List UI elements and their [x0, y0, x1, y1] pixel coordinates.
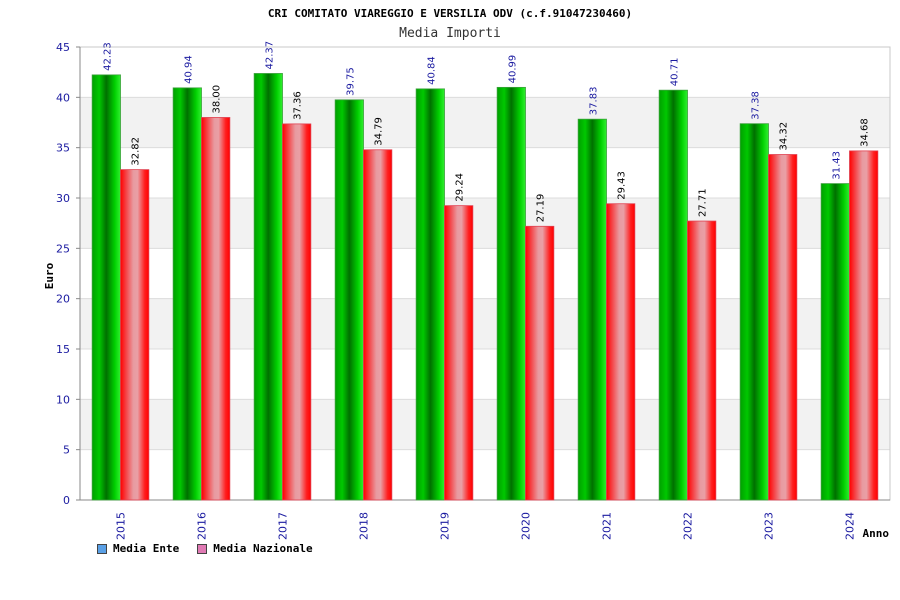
bar-media-nazionale — [444, 205, 474, 501]
bar-media-ente — [658, 89, 688, 501]
legend-swatch-nazionale — [197, 543, 208, 554]
x-tick-label: 2015 — [115, 512, 128, 540]
bar-media-nazionale — [363, 149, 393, 501]
x-tick-label: 2017 — [277, 512, 290, 540]
y-tick-label: 25 — [56, 242, 70, 255]
bar-media-ente — [415, 88, 445, 501]
bar-media-ente — [496, 86, 526, 501]
grid-band — [80, 47, 890, 98]
chart-subtitle: Media Importi — [399, 26, 501, 41]
x-tick-label: 2022 — [682, 512, 695, 540]
legend: Media Ente Media Nazionale — [97, 542, 313, 555]
y-tick-label: 10 — [56, 393, 70, 406]
data-label: 42.37 — [264, 41, 275, 70]
data-label: 34.79 — [374, 117, 385, 146]
y-tick-label: 45 — [56, 41, 70, 54]
data-label: 34.68 — [860, 118, 871, 147]
y-tick-label: 20 — [56, 293, 70, 306]
data-label: 27.19 — [536, 194, 547, 223]
x-tick-label: 2020 — [520, 512, 533, 540]
x-tick-label: 2018 — [358, 512, 371, 540]
chart-title: CRI COMITATO VIAREGGIO E VERSILIA ODV (c… — [268, 7, 632, 20]
data-label: 40.94 — [183, 55, 194, 84]
bar-media-nazionale — [525, 225, 555, 501]
x-tick-label: 2023 — [763, 512, 776, 540]
bar-media-nazionale — [606, 203, 636, 501]
data-label: 42.23 — [102, 42, 113, 71]
legend-label-nazionale: Media Nazionale — [213, 542, 313, 555]
y-tick-label: 5 — [63, 444, 70, 457]
bar-media-ente — [253, 73, 283, 501]
data-label: 31.43 — [831, 151, 842, 180]
y-tick-label: 0 — [63, 494, 70, 507]
legend-item-ente: Media Ente — [97, 542, 179, 555]
data-label: 39.75 — [345, 67, 356, 96]
x-tick-label: 2021 — [601, 512, 614, 540]
bar-media-ente — [334, 99, 364, 501]
legend-item-nazionale: Media Nazionale — [197, 542, 313, 555]
bar-media-nazionale — [849, 150, 879, 501]
data-label: 34.32 — [779, 122, 790, 151]
x-tick-label: 2024 — [844, 512, 857, 540]
y-tick-label: 35 — [56, 142, 70, 155]
bar-media-nazionale — [120, 169, 150, 501]
bar-media-ente — [739, 123, 769, 501]
data-label: 37.83 — [588, 87, 599, 116]
bar-media-ente — [172, 87, 202, 501]
bar-media-ente — [577, 118, 607, 501]
plot-area: 0 5 10 15 20 25 30 35 40 45 42.23 32.82 2015 40.94 38.… — [56, 41, 891, 540]
x-axis-title: Anno — [863, 527, 890, 540]
data-label: 29.24 — [455, 173, 466, 202]
bar-media-ente — [820, 183, 850, 501]
y-tick-label: 30 — [56, 192, 70, 205]
data-label: 37.36 — [293, 91, 304, 120]
data-label: 40.84 — [426, 56, 437, 85]
bar-media-nazionale — [282, 123, 312, 501]
data-label: 27.71 — [698, 188, 709, 217]
data-label: 37.38 — [750, 91, 761, 120]
legend-label-ente: Media Ente — [113, 542, 180, 555]
legend-swatch-ente — [97, 543, 107, 554]
data-label: 32.82 — [131, 137, 142, 166]
data-label: 40.71 — [669, 58, 680, 87]
x-tick-label: 2019 — [439, 512, 452, 540]
bar-media-nazionale — [768, 154, 798, 501]
bar-media-nazionale — [201, 117, 231, 501]
data-label: 38.00 — [212, 85, 223, 114]
y-tick-label: 40 — [56, 91, 70, 104]
bar-media-ente — [91, 74, 121, 501]
y-tick-label: 15 — [56, 343, 70, 356]
y-axis-title: Euro — [43, 262, 56, 289]
bar-media-nazionale — [687, 220, 717, 501]
data-label: 40.99 — [507, 55, 518, 84]
data-label: 29.43 — [617, 171, 628, 200]
x-tick-label: 2016 — [196, 512, 209, 540]
